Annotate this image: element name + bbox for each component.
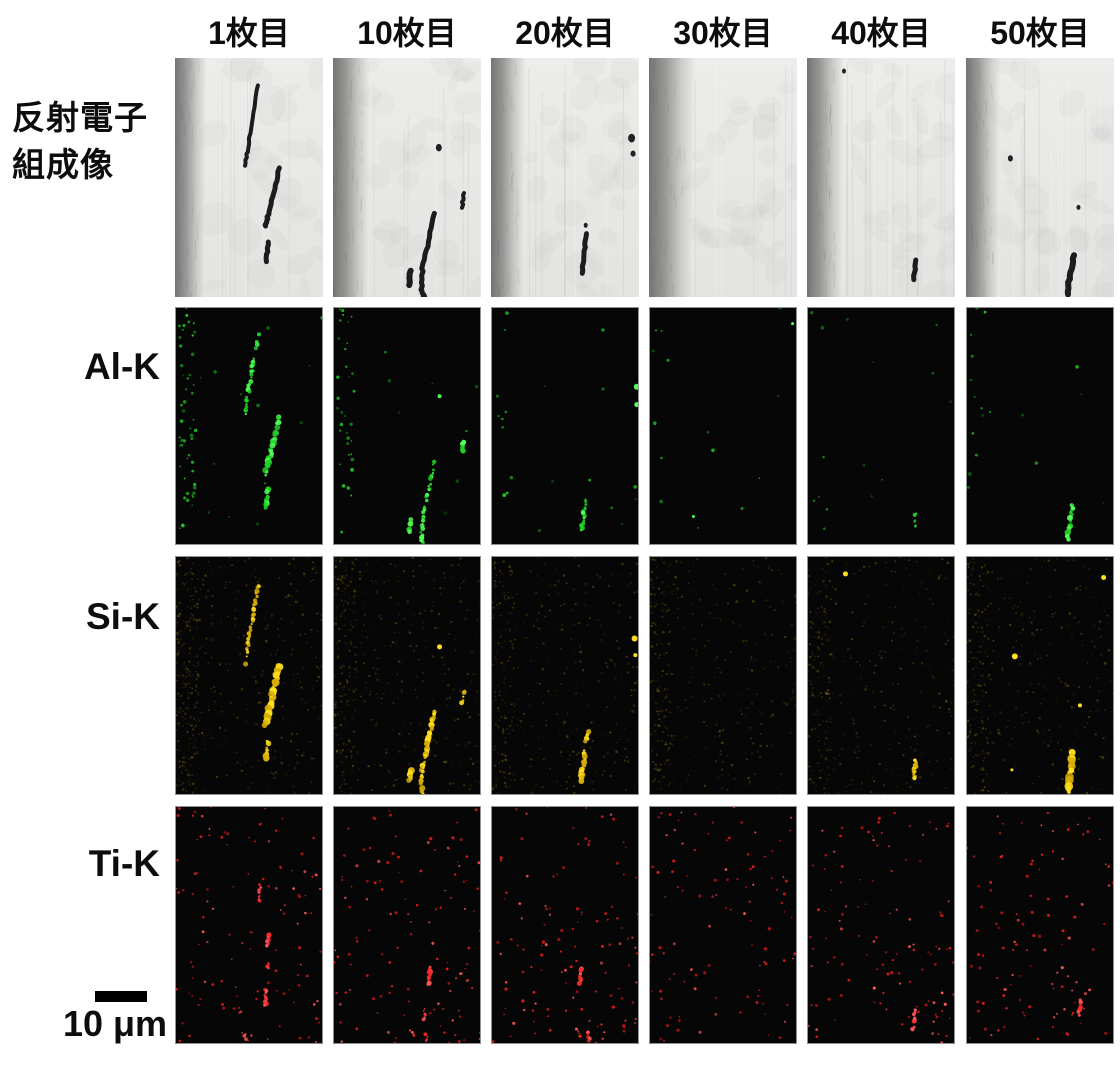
panel-al-col3 [491,307,639,545]
scale-bar [95,991,147,1002]
panel-ti-col2 [333,806,481,1044]
row-label-al-k: Al-K [83,346,160,387]
column-header-10: 10枚目 [357,15,457,51]
scale-bar-label: 10 μm [62,1003,168,1044]
panel-si-col6 [966,556,1114,795]
panel-si-col1 [175,556,323,795]
panel-bse-col2 [333,58,481,297]
panel-si-col5 [807,556,955,795]
column-header-50: 50枚目 [990,15,1090,51]
panel-ti-col5 [807,806,955,1044]
panel-ti-col6 [966,806,1114,1044]
panel-al-col6 [966,307,1114,545]
panel-bse-col6 [966,58,1114,297]
column-header-1: 1枚目 [208,15,290,51]
row-label-bse-line1: 反射電子 [12,99,148,136]
column-header-20: 20枚目 [515,15,615,51]
row-label-bse: 反射電子 組成像 [12,94,174,188]
column-header-40: 40枚目 [831,15,931,51]
row-label-ti-k: Ti-K [88,843,160,884]
panel-si-col2 [333,556,481,795]
panel-ti-col3 [491,806,639,1044]
panel-al-col5 [807,307,955,545]
panel-bse-col5 [807,58,955,297]
panel-bse-col1 [175,58,323,297]
panel-al-col4 [649,307,797,545]
row-label-bse-line2: 組成像 [12,146,114,183]
panel-al-col2 [333,307,481,545]
panel-ti-col4 [649,806,797,1044]
panel-si-col4 [649,556,797,795]
panel-ti-col1 [175,806,323,1044]
panel-bse-col4 [649,58,797,297]
panel-al-col1 [175,307,323,545]
panel-si-col3 [491,556,639,795]
row-label-si-k: Si-K [86,596,160,637]
column-header-30: 30枚目 [673,15,773,51]
panel-bse-col3 [491,58,639,297]
